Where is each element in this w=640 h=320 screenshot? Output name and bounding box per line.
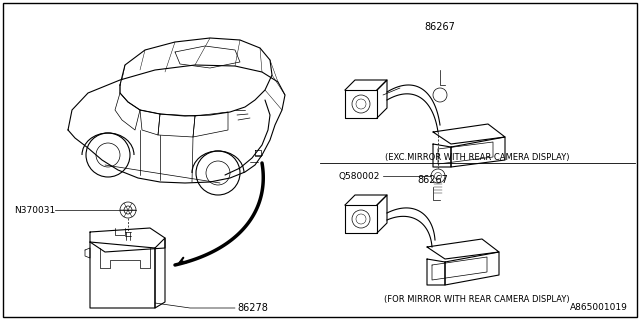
Text: 86267: 86267 [417, 175, 449, 185]
Text: A865001019: A865001019 [570, 303, 628, 312]
Text: 86267: 86267 [424, 22, 456, 32]
Text: 86278: 86278 [237, 303, 268, 313]
Text: Q580002: Q580002 [339, 172, 380, 180]
Text: N370031: N370031 [13, 205, 55, 214]
Text: (EXC.MIRROR WITH REAR CAMERA DISPLAY): (EXC.MIRROR WITH REAR CAMERA DISPLAY) [385, 153, 569, 162]
Text: (FOR MIRROR WITH REAR CAMERA DISPLAY): (FOR MIRROR WITH REAR CAMERA DISPLAY) [384, 295, 570, 304]
